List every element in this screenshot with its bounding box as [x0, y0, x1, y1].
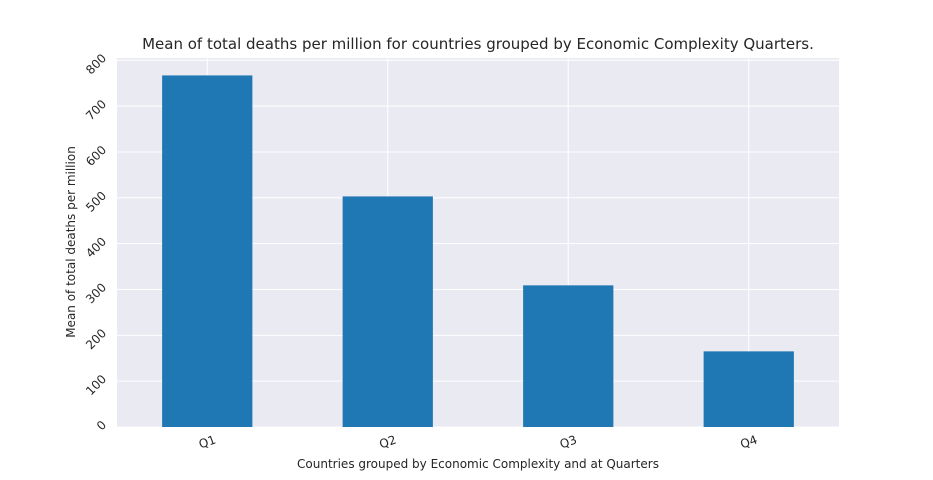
y-tick-labels: 0 100 200 300 400 500 600 700 800	[83, 51, 109, 433]
bar-q2	[342, 196, 433, 427]
bar-q3	[523, 285, 614, 427]
chart-title: Mean of total deaths per million for cou…	[142, 35, 814, 53]
x-tick-label: Q1	[197, 432, 218, 451]
bars	[162, 75, 794, 427]
x-tick-label: Q3	[558, 432, 579, 451]
bar-q1	[162, 75, 253, 427]
x-tick-labels: Q1 Q2 Q3 Q4	[197, 432, 759, 451]
x-tick-label: Q2	[377, 432, 398, 451]
bar-q4	[703, 351, 794, 427]
y-tick-label: 300	[83, 280, 109, 306]
y-tick-label: 0	[94, 418, 109, 433]
x-axis-label: Countries grouped by Economic Complexity…	[297, 457, 659, 471]
x-tick-label: Q4	[738, 432, 759, 451]
y-tick-label: 800	[83, 51, 109, 77]
y-axis-label: Mean of total deaths per million	[64, 146, 78, 338]
y-tick-label: 100	[83, 372, 109, 398]
y-tick-label: 200	[83, 326, 109, 352]
y-tick-label: 600	[83, 143, 109, 169]
y-tick-label: 700	[83, 97, 109, 123]
y-tick-label: 400	[83, 234, 109, 260]
y-tick-label: 500	[83, 189, 109, 215]
